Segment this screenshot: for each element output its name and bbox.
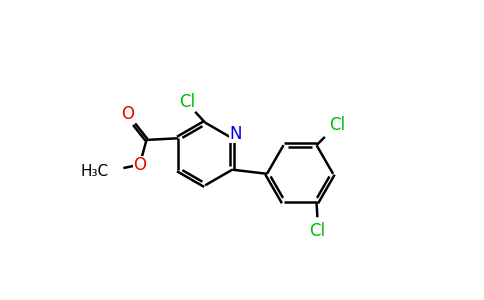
Text: H₃C: H₃C (80, 164, 108, 179)
Text: O: O (121, 105, 134, 123)
Text: N: N (229, 125, 242, 143)
Text: Cl: Cl (329, 116, 345, 134)
Text: O: O (134, 156, 146, 174)
Text: Cl: Cl (179, 93, 195, 111)
Text: Cl: Cl (309, 221, 325, 239)
